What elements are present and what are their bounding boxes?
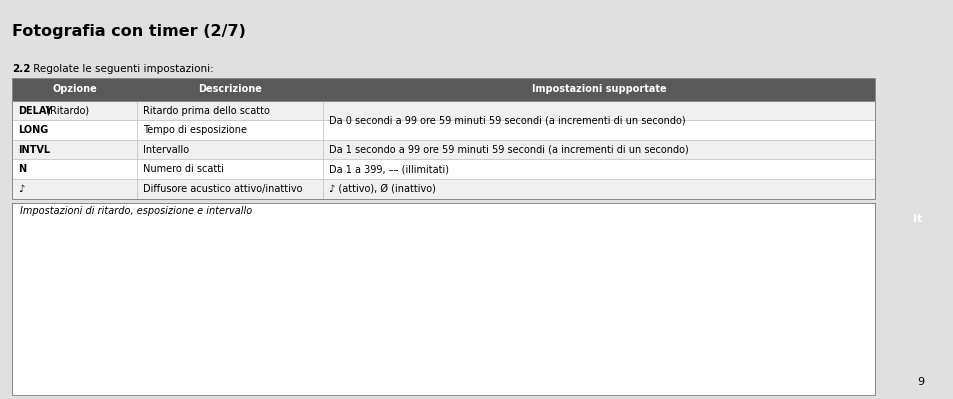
Text: Ritardo prima dello scatto: Ritardo prima dello scatto bbox=[143, 106, 270, 116]
Text: (Ritardo): (Ritardo) bbox=[43, 106, 89, 116]
Text: N: N bbox=[18, 164, 27, 174]
Text: DELAY: DELAY bbox=[18, 106, 52, 116]
Text: Tempo di
esposizione: Tempo di esposizione bbox=[291, 314, 343, 333]
Text: Descrizione: Descrizione bbox=[198, 84, 262, 94]
Text: 9: 9 bbox=[916, 377, 923, 387]
Text: Intervallo: Intervallo bbox=[143, 145, 189, 155]
Text: Numero di scatti: Numero di scatti bbox=[143, 164, 224, 174]
Text: secondo
fotogramma: secondo fotogramma bbox=[451, 260, 511, 283]
Text: Arresto timer: Arresto timer bbox=[788, 381, 848, 389]
Text: Tempo di esposizione: Tempo di esposizione bbox=[143, 125, 247, 135]
Text: Ritardo: Ritardo bbox=[161, 301, 194, 310]
Text: Fotografia con timer (2/7): Fotografia con timer (2/7) bbox=[12, 24, 246, 39]
Text: Impostazioni supportate: Impostazioni supportate bbox=[531, 84, 665, 94]
Text: 2.2: 2.2 bbox=[12, 64, 30, 74]
Text: Intervallo: Intervallo bbox=[325, 319, 368, 328]
Text: ♪: ♪ bbox=[18, 184, 25, 194]
Text: Numero di scatti (N): Numero di scatti (N) bbox=[689, 229, 787, 239]
Text: Da 1 secondo a 99 ore 59 minuti 59 secondi (a incrementi di un secondo): Da 1 secondo a 99 ore 59 minuti 59 secon… bbox=[328, 145, 688, 155]
Text: Opzione: Opzione bbox=[52, 84, 97, 94]
Text: $n$-esimo
fotogramma: $n$-esimo fotogramma bbox=[708, 259, 768, 284]
Text: primo
fotogramma: primo fotogramma bbox=[287, 260, 347, 283]
Text: Apertura otturatore: Apertura otturatore bbox=[48, 238, 156, 248]
Text: Da 1 a 399, –– (illimitati): Da 1 a 399, –– (illimitati) bbox=[328, 164, 448, 174]
Text: ♪ (attivo), Ø (inattivo): ♪ (attivo), Ø (inattivo) bbox=[328, 184, 435, 194]
Text: Chiusura otturatore: Chiusura otturatore bbox=[48, 282, 156, 292]
Text: Impostazioni di ritardo, esposizione e intervallo: Impostazioni di ritardo, esposizione e i… bbox=[20, 206, 252, 216]
Text: Regolate le seguenti impostazioni:: Regolate le seguenti impostazioni: bbox=[30, 64, 213, 74]
Text: LONG: LONG bbox=[18, 125, 49, 135]
Text: Da 0 secondi a 99 ore 59 minuti 59 secondi (a incrementi di un secondo): Da 0 secondi a 99 ore 59 minuti 59 secon… bbox=[328, 115, 684, 125]
Text: Avvio timer: Avvio timer bbox=[98, 381, 150, 389]
Text: INTVL: INTVL bbox=[18, 145, 51, 155]
Text: It: It bbox=[912, 214, 921, 225]
Text: Diffusore acustico attivo/inattivo: Diffusore acustico attivo/inattivo bbox=[143, 184, 302, 194]
